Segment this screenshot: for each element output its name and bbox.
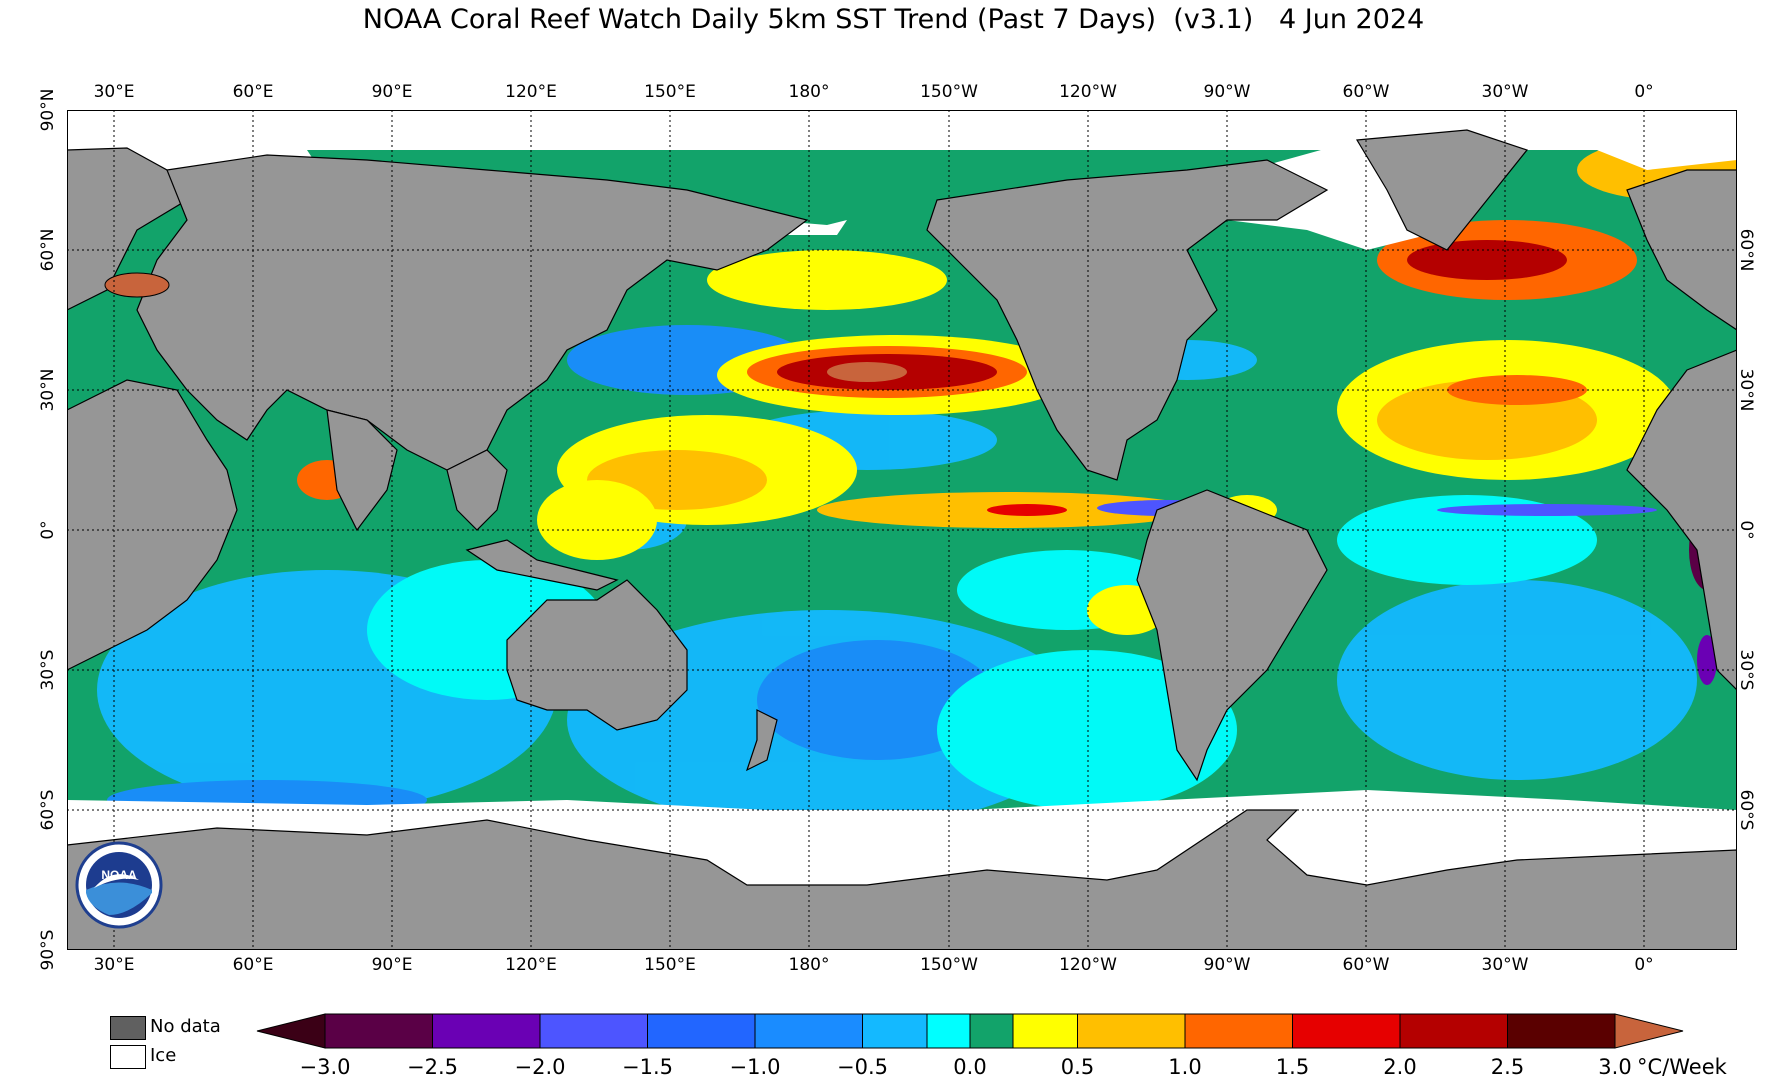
lon-label-top: 120°W: [1059, 82, 1117, 102]
colorbar-tick-label: 1.5: [1275, 1055, 1310, 1079]
colorbar-bin: [324, 1013, 433, 1049]
southeast-asia: [446, 449, 508, 531]
noaa-logo: NOAA: [75, 841, 163, 929]
lon-label-top: 60°E: [232, 82, 274, 102]
noaa-logo-text: NOAA: [101, 868, 137, 882]
africa-eurasia-left: [67, 147, 188, 311]
colorbar-tick-label: 2.5: [1490, 1055, 1525, 1079]
colorbar-tick-label: −3.0: [299, 1055, 351, 1079]
lon-label-top: 60°W: [1342, 82, 1390, 102]
ice-label: Ice: [150, 1045, 177, 1066]
lon-label-top: 0°: [1634, 82, 1654, 102]
lat-label-left: 60°S: [38, 789, 58, 831]
africa: [67, 379, 238, 671]
colorbar-unit: °C/Week: [1637, 1055, 1727, 1079]
lon-label-bottom: 90°E: [371, 955, 413, 975]
antarctica: [67, 809, 1737, 950]
colorbar-tick-label: −2.5: [407, 1055, 458, 1079]
lat-label-right: 30°S: [1736, 649, 1756, 691]
lat-label-left: 30°S: [38, 649, 58, 691]
colorbar-tick-label: −1.0: [729, 1055, 781, 1079]
lon-label-top: 30°E: [93, 82, 135, 102]
land-masses: [67, 129, 1737, 950]
lon-label-bottom: 120°W: [1059, 955, 1117, 975]
lat-label-right: 60°N: [1736, 228, 1756, 272]
indonesia: [465, 539, 619, 591]
colorbar-bin: [926, 1013, 971, 1049]
map-title: NOAA Coral Reef Watch Daily 5km SST Tren…: [362, 4, 1425, 35]
greenland: [1355, 129, 1529, 251]
lon-label-top: 120°E: [505, 82, 557, 102]
south-america: [1136, 489, 1328, 782]
colorbar-tick-label: 2.0: [1383, 1055, 1417, 1079]
nodata-swatch: [110, 1016, 146, 1040]
lon-label-bottom: 30°W: [1481, 955, 1529, 975]
lat-label-left: 90°N: [38, 88, 58, 132]
lon-label-top: 90°E: [371, 82, 413, 102]
lon-label-top: 90°W: [1203, 82, 1251, 102]
colorbar-bin: [754, 1013, 863, 1049]
colorbar-bin: [1292, 1013, 1401, 1049]
india: [326, 409, 398, 532]
colorbar-tick-label: −0.5: [837, 1055, 888, 1079]
australia: [506, 579, 688, 731]
lon-label-bottom: 60°E: [232, 955, 274, 975]
africa-right: [1626, 349, 1737, 691]
colorbar-bin: [1399, 1013, 1508, 1049]
colorbar-bin: [969, 1013, 1014, 1049]
lon-label-bottom: 90°W: [1203, 955, 1251, 975]
colorbar-tick-label: 0.5: [1060, 1055, 1095, 1079]
colorbar-bin: [432, 1013, 541, 1049]
lon-label-top: 150°W: [920, 82, 978, 102]
sst-trend-map: NOAA: [67, 110, 1737, 950]
lat-label-right: 30°N: [1736, 368, 1756, 412]
lon-label-bottom: 30°E: [93, 955, 135, 975]
lat-label-left: 90°S: [38, 929, 58, 971]
colorbar-tick-label: 1.0: [1168, 1055, 1202, 1079]
lon-label-top: 150°E: [644, 82, 696, 102]
cool-patches: [97, 325, 1697, 830]
ice-swatch: [110, 1045, 146, 1069]
colorbar-bin: [1012, 1013, 1078, 1049]
graticule: [67, 110, 1737, 950]
colorbar-tick-label: −2.0: [514, 1055, 566, 1079]
lat-label-right: 0°: [1736, 520, 1756, 540]
colorbar: [256, 1013, 1684, 1049]
colorbar-bin: [647, 1013, 756, 1049]
lat-label-right: 60°S: [1736, 789, 1756, 831]
lon-label-bottom: 180°: [788, 955, 830, 975]
colorbar-tick-label: −1.5: [622, 1055, 673, 1079]
colorbar-bin: [539, 1013, 648, 1049]
new-zealand: [745, 709, 778, 772]
lon-label-top: 180°: [788, 82, 830, 102]
colorbar-tick-label: 0.0: [953, 1055, 987, 1079]
nodata-label: No data: [150, 1016, 221, 1037]
colorbar-tick-label: 3.0: [1598, 1055, 1632, 1079]
colorbar-bin: [1184, 1013, 1293, 1049]
black-sea: [104, 272, 170, 298]
colorbar-bin: [862, 1013, 928, 1049]
lat-label-left: 60°N: [38, 228, 58, 272]
colorbar-bin: [1077, 1013, 1186, 1049]
lon-label-bottom: 150°E: [644, 955, 696, 975]
north-america: [926, 159, 1329, 481]
lon-label-top: 30°W: [1481, 82, 1529, 102]
lon-label-bottom: 120°E: [505, 955, 557, 975]
lon-label-bottom: 60°W: [1342, 955, 1390, 975]
lon-label-bottom: 150°W: [920, 955, 978, 975]
colorbar-over-arrow: [1614, 1013, 1684, 1049]
colorbar-bin: [1507, 1013, 1616, 1049]
lat-label-left: 30°N: [38, 368, 58, 412]
lon-label-bottom: 0°: [1634, 955, 1654, 975]
colorbar-under-arrow: [256, 1013, 326, 1049]
lat-label-left: 0°: [38, 520, 58, 540]
